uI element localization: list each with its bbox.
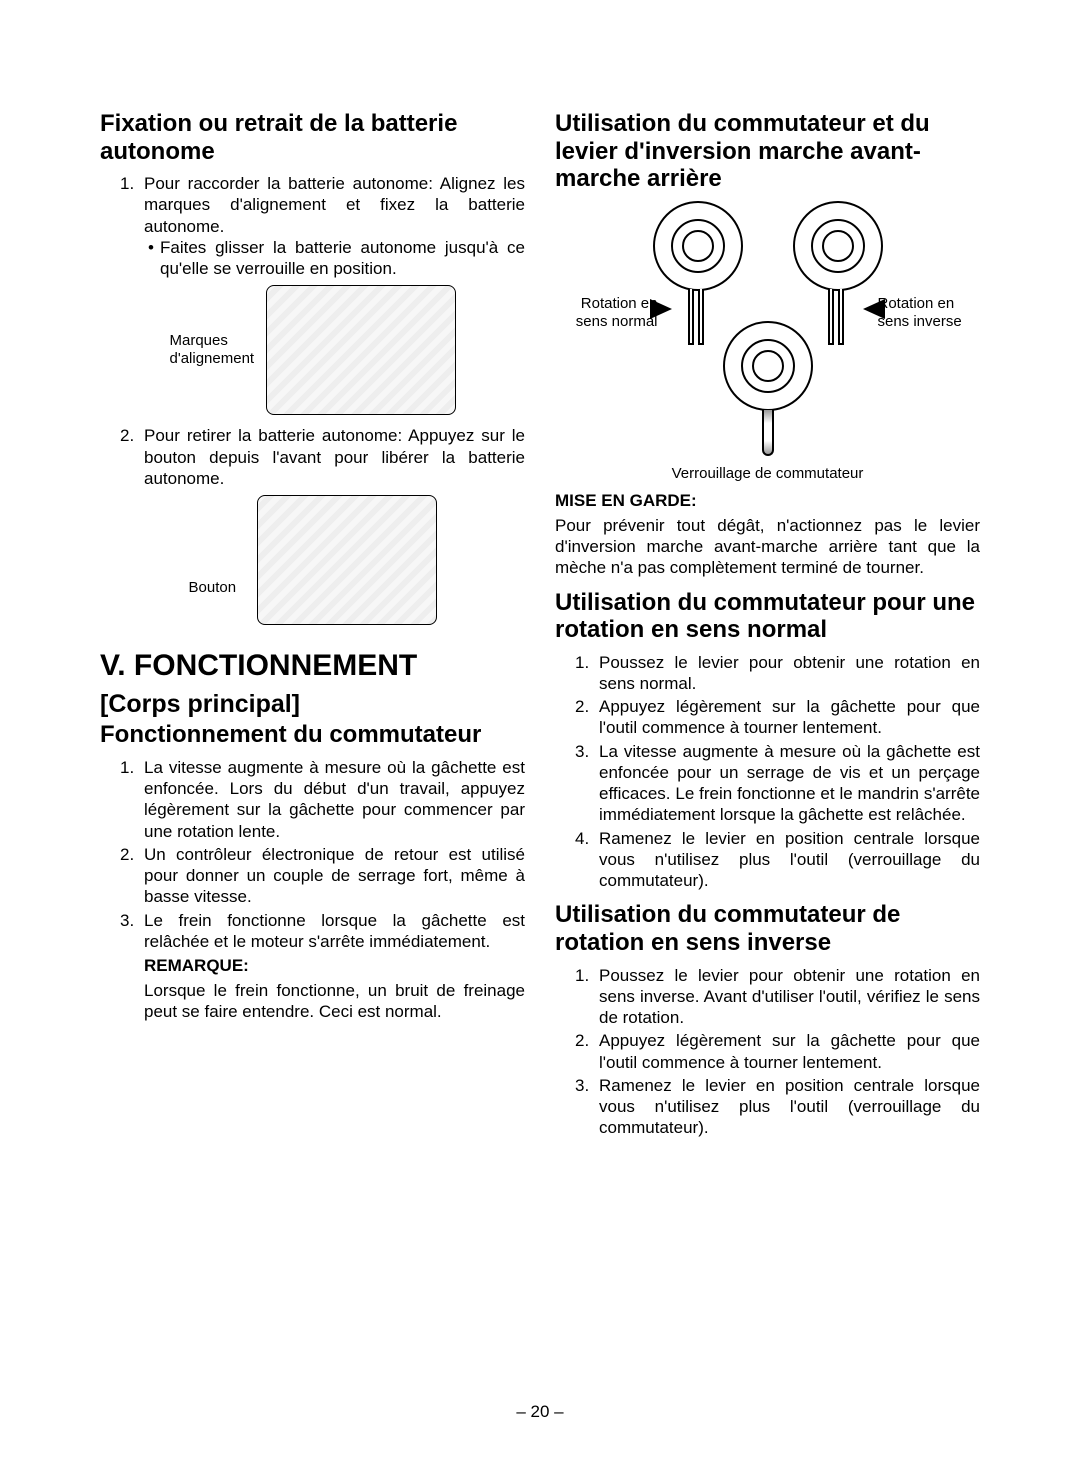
- heading-normal-rot: Utilisation du commutateur pour une rota…: [555, 589, 980, 644]
- figure-2-image: [257, 495, 437, 625]
- figure-1-image: [266, 285, 456, 415]
- reverse-rot-2: Appuyez légèrement sur la gâchette pour …: [599, 1030, 980, 1073]
- dial-normal: [653, 201, 743, 291]
- battery-list-2: Pour retirer la batterie autonome: Appuy…: [100, 425, 525, 489]
- battery-list: Pour raccorder la batterie autonome: Ali…: [100, 173, 525, 279]
- caution-body: Pour prévenir tout dégât, n'actionnez pa…: [555, 515, 980, 579]
- note-body: Lorsque le frein fonctionne, un bruit de…: [100, 980, 525, 1023]
- battery-item-1: Pour raccorder la batterie autonome: Ali…: [144, 173, 525, 279]
- reverse-rot-list: Poussez le levier pour obtenir une rotat…: [555, 965, 980, 1139]
- battery-item-2: Pour retirer la batterie autonome: Appuy…: [144, 425, 525, 489]
- normal-rot-list: Poussez le levier pour obtenir une rotat…: [555, 652, 980, 892]
- heading-reverse-rot: Utilisation du commutateur de rotation e…: [555, 901, 980, 956]
- stick-lock: [762, 410, 774, 456]
- reverse-rot-3: Ramenez le levier en position cent­rale …: [599, 1075, 980, 1139]
- left-column: Fixation ou retrait de la bat­terie auto…: [100, 110, 525, 1141]
- switch-item-1: La vitesse augmente à mesure où la gâche…: [144, 757, 525, 842]
- normal-rot-3: La vitesse augmente à mesure où la gâche…: [599, 741, 980, 826]
- battery-sub-bullets: Faites glisser la batterie autonome jusq…: [144, 237, 525, 280]
- diag-caption-left: Rotation en sens normal: [568, 295, 658, 331]
- figure-2: Bouton: [100, 495, 525, 625]
- two-column-layout: Fixation ou retrait de la bat­terie auto…: [100, 110, 980, 1141]
- heading-battery: Fixation ou retrait de la bat­terie auto…: [100, 110, 525, 165]
- stick-reverse: [828, 289, 844, 345]
- switch-item-3: Le frein fonctionne lorsque la gâ­chette…: [144, 910, 525, 953]
- switch-item-2: Un contrôleur électronique de retour est…: [144, 844, 525, 908]
- stick-normal: [688, 289, 704, 345]
- battery-item-1-text: Pour raccorder la batterie autonome: Ali…: [144, 174, 525, 236]
- note-label: REMARQUE:: [100, 956, 525, 976]
- figure-1-caption: Marques d'alignement: [170, 332, 258, 368]
- heading-bracket: [Corps principal]: [100, 689, 525, 719]
- right-column: Utilisation du commutateur et du levier …: [555, 110, 980, 1141]
- figure-1: Marques d'alignement: [100, 285, 525, 415]
- battery-bullet: Faites glisser la batterie autonome jusq…: [160, 237, 525, 280]
- normal-rot-1: Poussez le levier pour obtenir une rotat…: [599, 652, 980, 695]
- figure-2-caption: Bouton: [189, 579, 249, 597]
- reverse-rot-1: Poussez le levier pour obtenir une rotat…: [599, 965, 980, 1029]
- diag-caption-right: Rotation en sens inverse: [878, 295, 968, 331]
- diag-caption-bottom: Verrouillage de commutateur: [555, 465, 980, 483]
- reverse-diagram: Rotation en sens normal Rotation en sens…: [598, 201, 938, 461]
- caution-label: MISE EN GARDE:: [555, 491, 980, 511]
- switch-list: La vitesse augmente à mesure où la gâche…: [100, 757, 525, 952]
- heading-switch: Fonctionnement du com­mutateur: [100, 721, 525, 749]
- normal-rot-4: Ramenez le levier en position cent­rale …: [599, 828, 980, 892]
- dial-reverse: [793, 201, 883, 291]
- dial-lock: [723, 321, 813, 411]
- normal-rot-2: Appuyez légèrement sur la gâ­chette pour…: [599, 696, 980, 739]
- heading-main: V. FONCTIONNEMENT: [100, 649, 525, 683]
- page-number: – 20 –: [0, 1402, 1080, 1422]
- heading-reverse: Utilisation du commutateur et du levier …: [555, 110, 980, 193]
